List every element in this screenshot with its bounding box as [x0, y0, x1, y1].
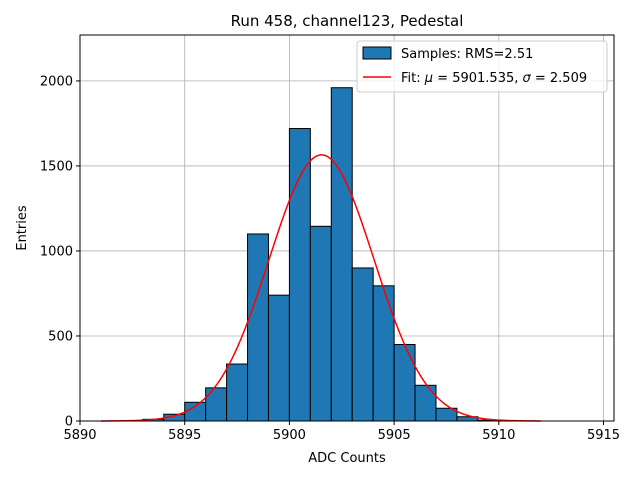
y-tick-label: 1000: [40, 244, 73, 259]
x-tick-label: 5910: [482, 428, 515, 443]
x-tick-label: 5905: [378, 428, 411, 443]
histogram-bar: [414, 384, 437, 422]
histogram-bar: [205, 387, 228, 422]
y-tick-label: 1500: [40, 159, 73, 174]
y-axis-ticks: 0 500 1000 1500 2000: [40, 74, 80, 430]
y-tick-label: 2000: [40, 74, 73, 89]
histogram-bar: [288, 128, 311, 422]
histogram-bar: [267, 294, 290, 422]
y-axis-label: Entries: [15, 205, 30, 251]
y-tick-label: 500: [48, 329, 73, 344]
histogram-bar: [184, 401, 207, 422]
histogram-bar: [393, 343, 416, 422]
histogram-bar: [372, 285, 395, 422]
x-axis-label: ADC Counts: [308, 451, 386, 466]
chart-title: Run 458, channel123, Pedestal: [231, 12, 464, 30]
x-tick-label: 5915: [587, 428, 620, 443]
histogram-bar: [351, 267, 374, 422]
fit-curve: [100, 154, 541, 422]
histogram-bar: [309, 225, 332, 422]
histogram-bar: [330, 87, 353, 422]
x-tick-label: 5890: [63, 428, 96, 443]
legend-box: [356, 40, 608, 93]
histogram-bars: [121, 87, 521, 422]
legend-label-fit: Fit: μ = 5901.535, σ = 2.509: [401, 71, 587, 86]
x-axis-ticks: 5890 5895 5900 5905 5910 5915: [63, 421, 620, 443]
y-tick-label: 0: [65, 415, 73, 430]
x-tick-label: 5895: [168, 428, 201, 443]
x-tick-label: 5900: [273, 428, 306, 443]
legend: Samples: RMS=2.51 Fit: μ = 5901.535, σ =…: [356, 40, 608, 93]
plot-frame: [79, 34, 615, 422]
legend-swatch-histogram: [362, 46, 392, 60]
legend-label-histogram: Samples: RMS=2.51: [401, 47, 533, 62]
histogram-bar: [247, 233, 269, 422]
histogram-bar: [226, 363, 249, 422]
